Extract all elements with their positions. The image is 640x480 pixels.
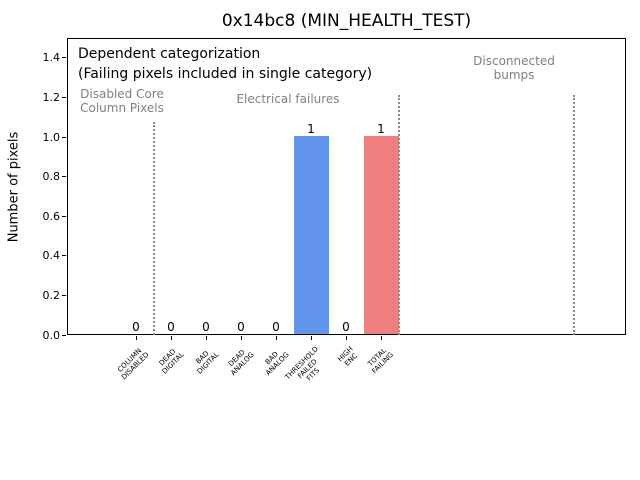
bar-value-label: 1 — [307, 122, 315, 136]
chart-title: 0x14bc8 (MIN_HEALTH_TEST) — [221, 11, 472, 31]
x-tick — [171, 336, 172, 340]
y-tick — [62, 176, 66, 178]
section-label-disabled-core-column-pixels: Disabled Core Column Pixels — [80, 87, 164, 115]
section-label-electrical-failures: Electrical failures — [236, 92, 340, 106]
y-tick — [62, 215, 66, 217]
y-tick-label: 0.2 — [42, 288, 61, 302]
x-tick-label: BAD DIGITAL — [194, 349, 221, 376]
section-divider — [572, 95, 575, 335]
x-tick-label: THRESHOLD FAILED FITS — [283, 345, 321, 383]
bar-value-label: 0 — [167, 320, 175, 334]
y-tick-label: 0.4 — [42, 249, 61, 263]
x-tick — [381, 336, 382, 340]
y-tick — [62, 136, 66, 138]
x-tick-label: HIGH ENC — [336, 345, 360, 368]
annotation-dependent-categorization: Dependent categorization — [78, 46, 261, 62]
bar-value-label: 0 — [272, 320, 280, 334]
y-tick-label: 1.2 — [42, 90, 61, 104]
x-tick — [311, 336, 312, 340]
y-tick — [62, 96, 66, 98]
x-tick — [346, 336, 347, 340]
annotation-failing-pixels-note: (Failing pixels included in single categ… — [78, 66, 373, 82]
x-tick-label: COLUMN DISABLED — [115, 346, 151, 382]
x-tick — [241, 336, 242, 340]
plot-area — [67, 38, 626, 335]
bar-value-label: 1 — [377, 122, 385, 136]
y-tick — [62, 255, 66, 257]
bar-5 — [293, 136, 329, 334]
y-tick — [62, 294, 66, 296]
section-label-disconnected-bumps: Disconnected bumps — [473, 54, 555, 82]
bar-value-label: 0 — [202, 320, 210, 334]
y-tick-label: 0.6 — [42, 209, 61, 223]
y-axis-label: Number of pixels — [6, 131, 22, 243]
y-tick — [62, 57, 66, 59]
bar-value-label: 0 — [342, 320, 350, 334]
y-tick-label: 1.0 — [42, 130, 61, 144]
y-tick-label: 0.8 — [42, 170, 61, 184]
x-tick — [276, 336, 277, 340]
bar-value-label: 0 — [237, 320, 245, 334]
y-tick — [62, 334, 66, 336]
y-tick-label: 0.0 — [42, 328, 61, 342]
section-divider — [397, 95, 400, 335]
x-tick — [136, 336, 137, 340]
x-tick — [206, 336, 207, 340]
x-tick-label: DEAD ANALOG — [226, 348, 256, 378]
section-divider — [152, 122, 155, 335]
y-tick-label: 1.4 — [42, 51, 61, 65]
bar-value-label: 0 — [132, 320, 140, 334]
x-tick-label: DEAD DIGITAL — [157, 347, 186, 376]
bar-7 — [363, 136, 399, 334]
x-tick-label: TOTAL FAILING — [366, 346, 396, 376]
